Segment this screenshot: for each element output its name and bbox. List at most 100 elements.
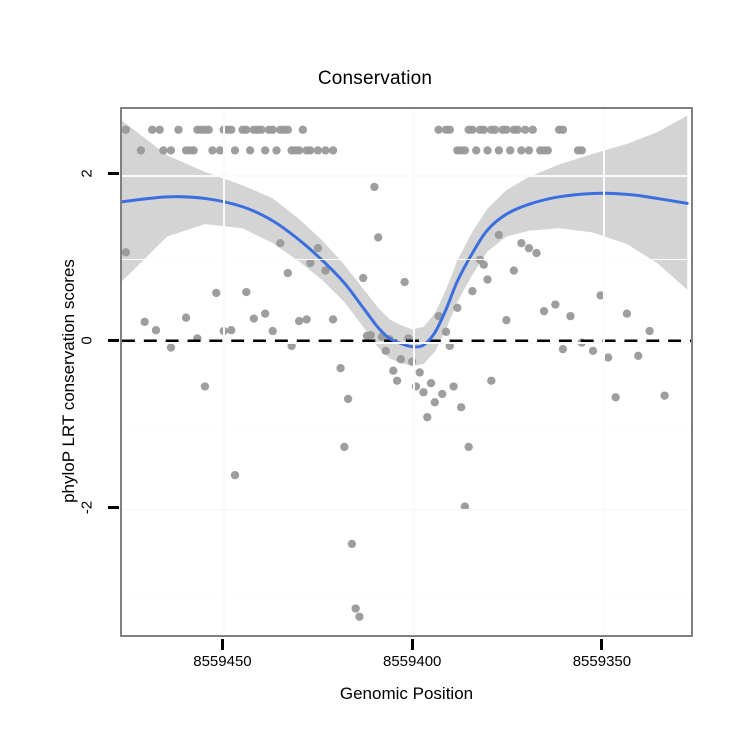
- gridline-y-1: [122, 341, 691, 344]
- data-point: [321, 146, 330, 155]
- data-point: [287, 341, 296, 351]
- data-point: [577, 146, 586, 155]
- data-point: [645, 326, 654, 336]
- data-point: [302, 315, 311, 324]
- data-point: [453, 303, 462, 312]
- data-point: [479, 260, 488, 269]
- x-tick-mark-0: [220, 639, 224, 650]
- data-point: [517, 239, 526, 248]
- data-point: [558, 125, 568, 134]
- data-point: [479, 125, 488, 134]
- data-point: [389, 366, 398, 375]
- data-point: [261, 146, 270, 155]
- data-point: [543, 146, 552, 155]
- plot-canvas: [122, 115, 691, 621]
- gridline-x-2: [602, 109, 605, 635]
- data-point: [227, 125, 236, 134]
- data-point: [494, 146, 504, 155]
- data-point: [464, 442, 473, 452]
- data-point: [148, 125, 157, 134]
- data-point: [272, 146, 281, 155]
- gridline-minor-y-0: [122, 593, 691, 595]
- y-tick-label-1: 0: [78, 336, 96, 345]
- data-point: [528, 125, 537, 134]
- data-point: [261, 309, 270, 318]
- data-point: [313, 146, 323, 155]
- y-tick-label-0: 2: [78, 169, 96, 178]
- data-point: [268, 326, 277, 336]
- data-point: [532, 248, 541, 258]
- data-point: [351, 604, 360, 613]
- data-point: [449, 382, 458, 391]
- data-point: [487, 376, 496, 385]
- data-point: [189, 146, 198, 155]
- gridline-x-1: [413, 109, 416, 635]
- data-point: [445, 341, 454, 351]
- data-point: [294, 316, 304, 326]
- data-point: [208, 146, 217, 155]
- data-point: [227, 326, 236, 335]
- confidence-band: [122, 115, 688, 366]
- data-point: [230, 470, 240, 480]
- data-point: [566, 311, 575, 321]
- y-tick-label-2: -2: [78, 500, 96, 514]
- data-point: [268, 125, 277, 134]
- gridline-y-2: [122, 508, 691, 511]
- plot-panel: [120, 107, 693, 637]
- data-point: [468, 125, 477, 134]
- data-point: [483, 146, 492, 155]
- data-point: [242, 125, 251, 134]
- x-axis-label: Genomic Position: [339, 684, 474, 703]
- gridline-minor-y-2: [122, 259, 691, 261]
- data-point: [502, 125, 511, 134]
- data-point: [321, 266, 330, 275]
- data-point: [136, 146, 146, 155]
- data-point: [215, 146, 225, 155]
- y-tick-mark-0: [108, 172, 119, 176]
- data-point: [396, 355, 406, 364]
- data-point: [204, 125, 213, 134]
- scatter-points: [122, 125, 669, 621]
- data-point: [155, 125, 164, 134]
- x-tick-mark-1: [410, 639, 414, 650]
- data-point: [472, 146, 481, 155]
- data-point: [381, 346, 390, 356]
- data-point: [151, 326, 161, 335]
- data-point: [438, 389, 447, 399]
- page-title: Conservation: [317, 68, 433, 89]
- data-point: [551, 300, 560, 309]
- data-point: [430, 398, 439, 407]
- data-point: [355, 612, 364, 621]
- data-point: [257, 125, 266, 134]
- data-point: [588, 346, 598, 356]
- data-point: [502, 316, 511, 325]
- data-point: [283, 125, 293, 134]
- data-point: [506, 146, 515, 155]
- data-point: [294, 146, 304, 155]
- data-point: [328, 146, 338, 155]
- data-point: [245, 146, 255, 155]
- data-point: [426, 379, 436, 388]
- data-point: [298, 125, 307, 134]
- data-point: [306, 258, 315, 268]
- data-point: [596, 291, 605, 300]
- data-point: [313, 243, 323, 253]
- data-point: [230, 146, 240, 155]
- data-point: [212, 288, 221, 298]
- data-point: [366, 331, 375, 340]
- data-point: [483, 275, 492, 284]
- data-point: [660, 391, 669, 400]
- data-point: [558, 345, 568, 354]
- data-point: [122, 125, 130, 134]
- data-point: [340, 442, 349, 452]
- data-point: [434, 125, 443, 134]
- data-point: [634, 351, 643, 360]
- data-point: [347, 539, 357, 549]
- x-tick-label-2: 8559350: [572, 653, 632, 670]
- data-point: [423, 412, 432, 422]
- data-point: [140, 317, 149, 327]
- data-point: [603, 353, 613, 362]
- gridline-minor-y-1: [122, 426, 691, 428]
- data-point: [520, 125, 530, 134]
